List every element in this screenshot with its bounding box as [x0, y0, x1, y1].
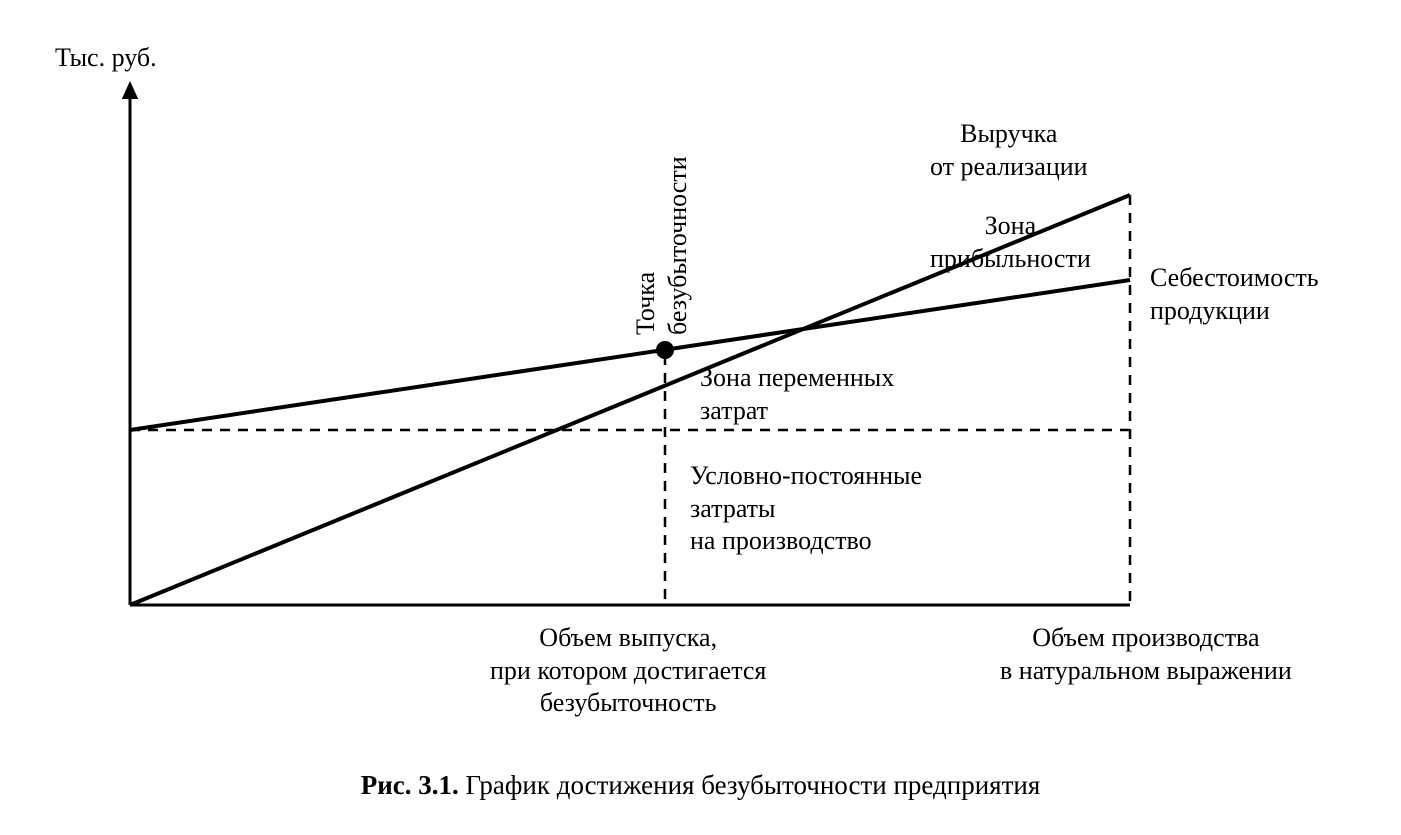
- figure-caption: Рис. 3.1. График достижения безубыточнос…: [0, 770, 1401, 801]
- revenue-label: Выручкаот реализации: [930, 118, 1088, 183]
- x-axis-label: Объем производствав натуральном выражени…: [1000, 622, 1292, 687]
- fixed-costs-zone-label: Условно-постоянныезатратына производство: [690, 460, 922, 558]
- profit-zone-label: Зонаприбыльности: [930, 210, 1091, 275]
- caption-prefix: Рис. 3.1.: [361, 770, 459, 800]
- break-even-point-label-2: безубыточности: [662, 156, 695, 335]
- cost-label: Себестоимостьпродукции: [1150, 262, 1319, 327]
- x-break-even-volume-label: Объем выпуска,при котором достигаетсябез…: [490, 622, 766, 720]
- break-even-point-label: Точка: [630, 272, 663, 335]
- y-axis-label: Тыс. руб.: [55, 42, 157, 75]
- caption-text: График достижения безубыточности предпри…: [459, 770, 1041, 800]
- variable-costs-zone-label: Зона переменныхзатрат: [700, 362, 894, 427]
- break-even-chart: Тыс. руб. Выручкаот реализации Зонаприбы…: [0, 0, 1401, 830]
